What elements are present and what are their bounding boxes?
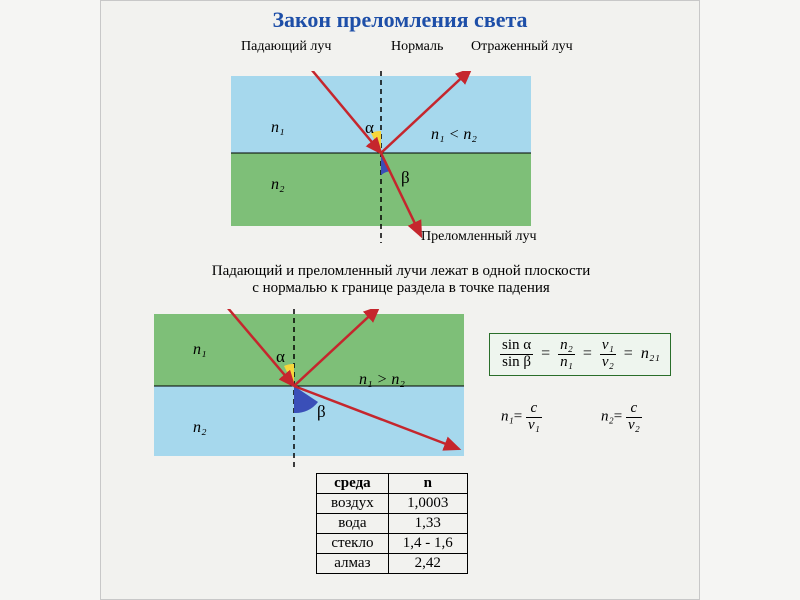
diagram-1 xyxy=(221,71,541,246)
d2-n2: n₂ xyxy=(193,419,207,437)
formula-n1: n₁= cv₁ xyxy=(501,401,542,434)
table-row: алмаз2,42 xyxy=(317,554,468,574)
d1-n1: n₁ xyxy=(271,119,285,137)
d2-beta: β xyxy=(317,403,326,422)
snells-law-formula: sin αsin β = n₂n₁ = v₁v₂ = n₂₁ xyxy=(489,333,671,376)
d1-alpha: α xyxy=(365,119,374,138)
d2-rel: n₁ > n₂ xyxy=(359,371,405,389)
formula-n2: n₂= cv₂ xyxy=(601,401,642,434)
table-h1: среда xyxy=(317,474,389,494)
d1-rel: n₁ < n₂ xyxy=(431,126,477,144)
label-reflected: Отраженный луч xyxy=(471,39,573,54)
label-incident: Падающий луч xyxy=(241,39,331,54)
diagram-2 xyxy=(149,309,479,474)
d1-beta: β xyxy=(401,169,410,188)
table-row: стекло1,4 - 1,6 xyxy=(317,534,468,554)
label-refracted: Преломленный луч xyxy=(421,229,537,244)
table-row: вода1,33 xyxy=(317,514,468,534)
table-h2: n xyxy=(388,474,467,494)
page-title: Закон преломления света xyxy=(101,7,699,33)
label-normal: Нормаль xyxy=(391,39,443,54)
caption: Падающий и преломленный лучи лежат в одн… xyxy=(141,263,661,296)
d2-alpha: α xyxy=(276,348,285,367)
d2-n1: n₁ xyxy=(193,341,207,359)
d1-n2: n₂ xyxy=(271,176,285,194)
table-row: воздух1,0003 xyxy=(317,494,468,514)
refractive-index-table: средаn воздух1,0003 вода1,33 стекло1,4 -… xyxy=(316,473,468,574)
